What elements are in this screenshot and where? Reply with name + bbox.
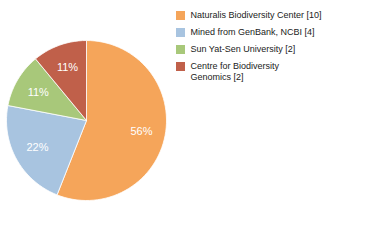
svg-text:11%: 11% bbox=[28, 86, 49, 98]
svg-text:Naturalis Biodiversity Center: Naturalis Biodiversity Center [10] bbox=[191, 10, 322, 20]
svg-text:Centre for BiodiversityGenomic: Centre for BiodiversityGenomics [2] bbox=[191, 61, 280, 82]
svg-text:56%: 56% bbox=[130, 125, 152, 137]
svg-text:22%: 22% bbox=[26, 141, 48, 153]
svg-text:11%: 11% bbox=[57, 61, 78, 73]
svg-text:Mined from GenBank, NCBI [4]: Mined from GenBank, NCBI [4] bbox=[191, 27, 315, 37]
svg-text:Sun Yat-Sen University [2]: Sun Yat-Sen University [2] bbox=[191, 44, 296, 54]
